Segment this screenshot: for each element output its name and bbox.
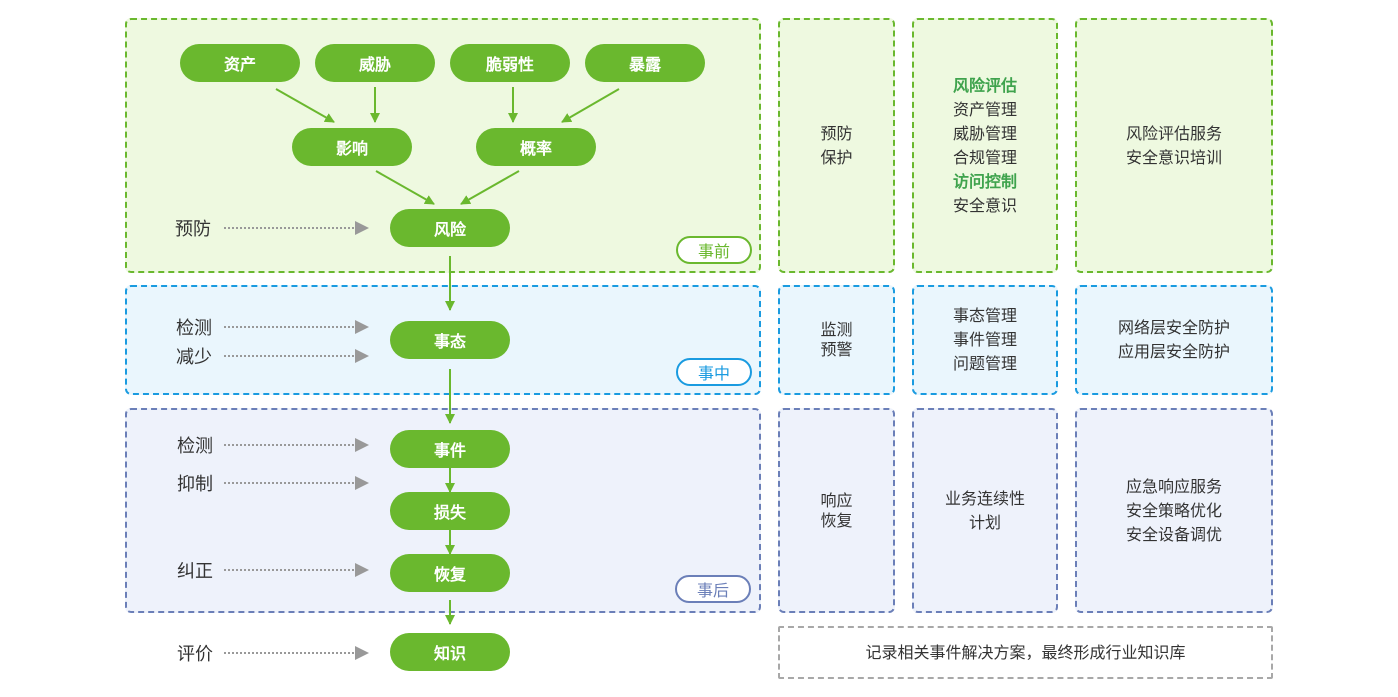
node-probability: 概率 (476, 128, 596, 166)
cell-line: 网络层安全防护 (1117, 318, 1230, 337)
cell-line: 合规管理 (952, 147, 1017, 167)
col3-during: 网络层安全防护 应用层安全防护 (1075, 285, 1273, 395)
cell-line: 威胁管理 (952, 123, 1017, 143)
phase-tag-during: 事中 (676, 358, 752, 386)
node-asset: 资产 (180, 44, 300, 82)
phase-tag-before: 事前 (676, 236, 752, 264)
cell-line: 业务连续性 (944, 488, 1025, 508)
knowledge-footer: 记录相关事件解决方案，最终形成行业知识库 (778, 626, 1273, 679)
cell-line: 响应 (820, 490, 853, 510)
node-knowledge: 知识 (390, 633, 510, 671)
node-exposure: 暴露 (585, 44, 705, 82)
footer-text: 记录相关事件解决方案，最终形成行业知识库 (865, 642, 1186, 662)
action-correct: 纠正 (177, 561, 213, 582)
cell-line-highlight: 风险评估 (952, 75, 1017, 95)
action-prevent: 预防 (175, 219, 211, 240)
node-risk: 风险 (390, 209, 510, 247)
cell-line: 安全意识 (952, 195, 1017, 215)
node-impact: 影响 (292, 128, 412, 166)
node-loss: 损失 (390, 492, 510, 530)
cell-line: 预警 (820, 340, 853, 359)
cell-line: 风险评估服务 (1125, 123, 1222, 143)
node-incident: 事件 (390, 430, 510, 468)
arrow-exposure-probability (561, 88, 620, 123)
arrow-impact-risk (375, 170, 435, 205)
cell-line: 资产管理 (952, 99, 1017, 119)
cell-line: 恢复 (820, 510, 853, 530)
action-detect: 检测 (176, 318, 212, 339)
node-recovery: 恢复 (390, 554, 510, 592)
cell-line: 监测 (820, 320, 853, 339)
cell-line: 事件管理 (952, 330, 1017, 349)
node-situation: 事态 (390, 321, 510, 359)
col3-before: 风险评估服务 安全意识培训 (1075, 18, 1273, 273)
phase-tag-after: 事后 (675, 575, 751, 603)
cell-line: 安全设备调优 (1125, 524, 1222, 544)
arrow-probability-risk (460, 170, 520, 205)
cell-line: 问题管理 (952, 354, 1017, 373)
cell-line: 预防 (820, 123, 853, 143)
cell-line: 事态管理 (952, 306, 1017, 325)
cell-line: 应用层安全防护 (1117, 342, 1230, 361)
cell-line: 安全策略优化 (1125, 500, 1222, 520)
node-vulnerability: 脆弱性 (450, 44, 570, 82)
action-suppress: 抑制 (177, 474, 213, 495)
col3-after: 应急响应服务 安全策略优化 安全设备调优 (1075, 408, 1273, 613)
cell-line: 应急响应服务 (1125, 476, 1222, 496)
action-detect-after: 检测 (177, 436, 213, 457)
col2-during: 事态管理事件管理问题管理 (912, 285, 1058, 395)
arrow-asset-impact (275, 88, 335, 123)
col2-before: 风险评估 资产管理 威胁管理 合规管理 访问控制 安全意识 (912, 18, 1058, 273)
cell-line: 计划 (968, 512, 1001, 532)
action-reduce: 减少 (176, 347, 212, 368)
node-threat: 威胁 (315, 44, 435, 82)
col1-during: 监测 预警 (778, 285, 895, 395)
col1-before: 预防 保护 (778, 18, 895, 273)
cell-line: 保护 (820, 147, 853, 167)
col2-after: 业务连续性 计划 (912, 408, 1058, 613)
cell-line-highlight: 访问控制 (952, 171, 1017, 191)
col1-after: 响应 恢复 (778, 408, 895, 613)
action-evaluate: 评价 (177, 644, 213, 665)
cell-line: 安全意识培训 (1125, 147, 1222, 167)
